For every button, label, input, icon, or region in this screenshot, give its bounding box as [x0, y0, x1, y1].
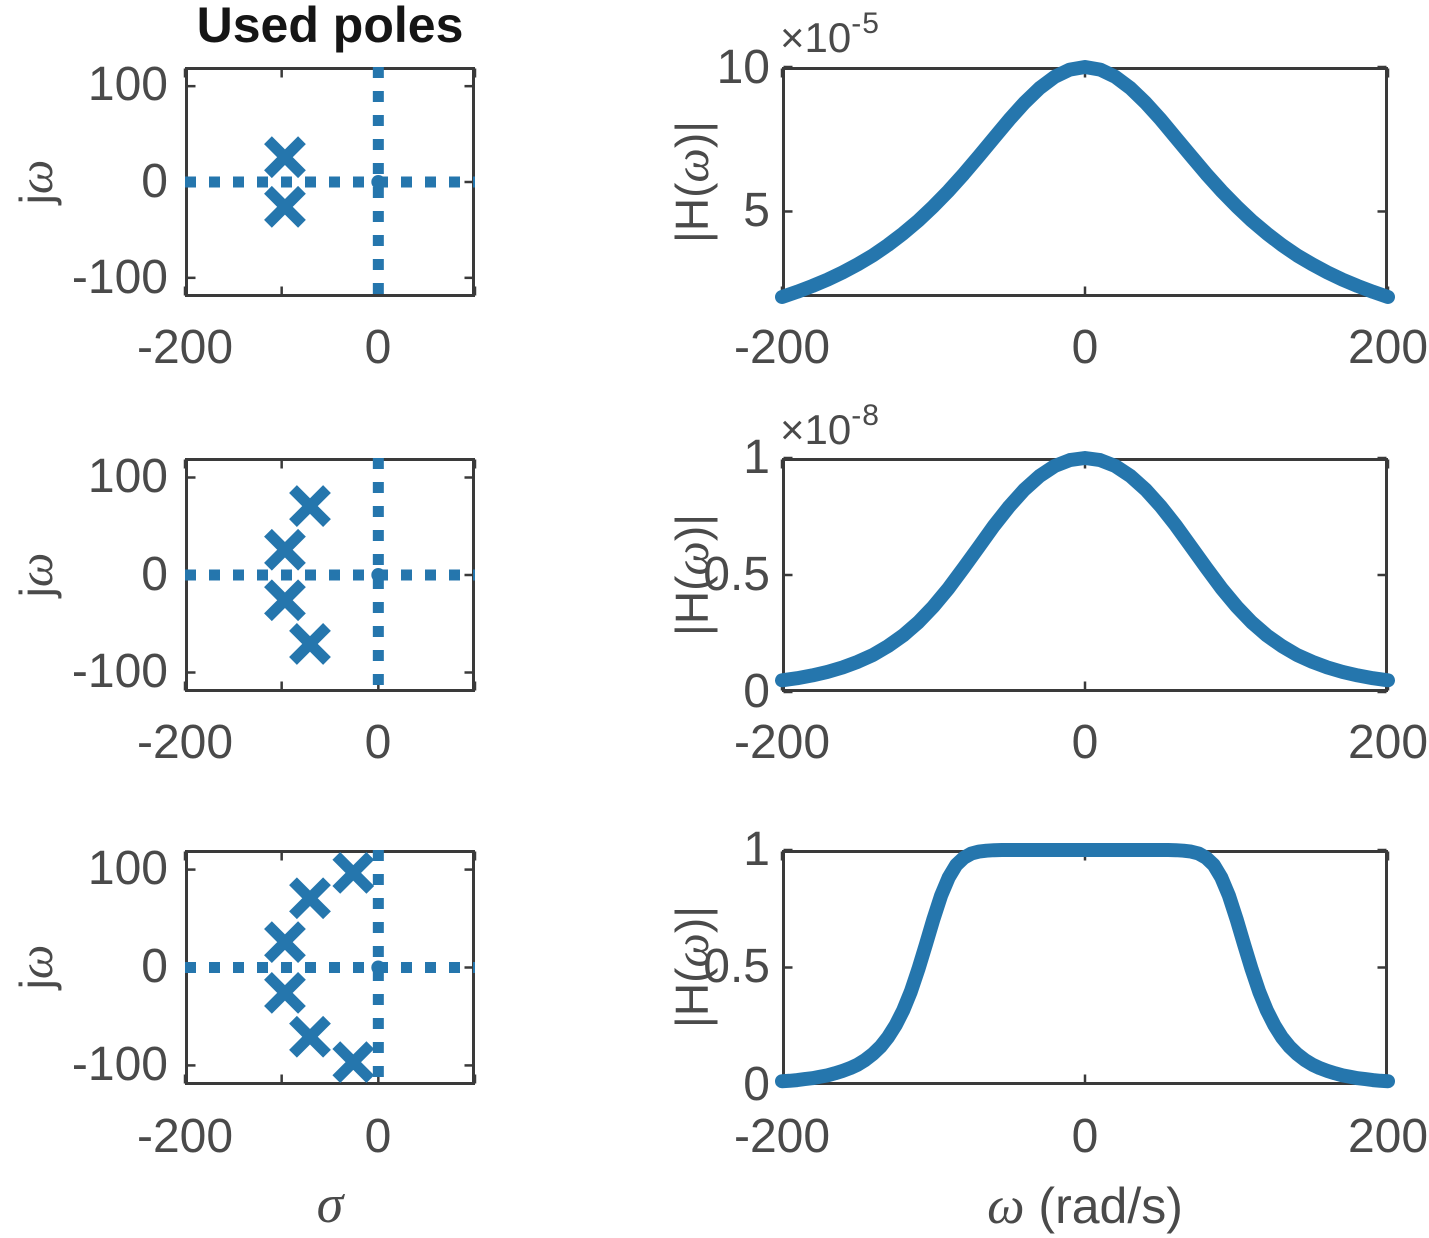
- xtick-label: 200: [1347, 1110, 1429, 1163]
- xlabel-omega: ω: [987, 1177, 1025, 1235]
- exponent-power: -5: [851, 7, 880, 40]
- ytick-label: 1: [743, 431, 770, 484]
- ytick-label: 100: [87, 842, 168, 895]
- figure-title: Used poles: [196, 0, 464, 53]
- ytick-label: 0: [141, 940, 168, 993]
- xtick-label: -200: [733, 321, 831, 374]
- ytick-label: -100: [71, 251, 168, 304]
- exponent-label-row2: ×10-8: [780, 392, 880, 458]
- xlabel-omega-rads: ω (rad/s): [885, 1174, 1285, 1238]
- ylabel-H-suffix: )|: [666, 905, 718, 934]
- ytick-label: 0: [141, 155, 168, 208]
- ytick-label: 5: [743, 184, 770, 237]
- pole-plot-row3: [183, 850, 477, 1085]
- ytick-label: 1: [743, 823, 770, 876]
- xtick-label: -200: [136, 1110, 234, 1163]
- xtick-label: 0: [1071, 716, 1099, 769]
- ytick-label: 0.5: [703, 940, 770, 993]
- xtick-label: 200: [1347, 321, 1429, 374]
- response-plot-row2: [775, 451, 1395, 694]
- response-plot-row1: [775, 60, 1395, 304]
- xtick-label: 0: [364, 1110, 392, 1163]
- xtick-label: -200: [136, 321, 234, 374]
- exponent-power: -8: [851, 399, 880, 432]
- ytick-label: 0: [141, 548, 168, 601]
- ytick-label: -100: [71, 1038, 168, 1091]
- ytick-label: 100: [87, 450, 168, 503]
- pole-plot-row2: [183, 458, 477, 692]
- ylabel-H-suffix: )|: [666, 120, 718, 149]
- exponent-base: ×10: [780, 406, 852, 453]
- xtick-label: -200: [733, 716, 831, 769]
- xtick-label: 0: [364, 321, 392, 374]
- ytick-label: 0: [743, 665, 770, 718]
- xlabel-units: (rad/s): [1024, 1178, 1183, 1234]
- response-plot-row3: [775, 843, 1395, 1089]
- exponent-label-row1: ×10-5: [780, 0, 880, 66]
- ytick-label: 100: [87, 58, 168, 111]
- ytick-label: 10: [716, 41, 770, 94]
- ylabel-H-suffix: )|: [666, 513, 718, 542]
- pole-plot-row1: [183, 67, 477, 297]
- ylabel-H-omega: ω: [665, 148, 719, 183]
- xtick-label: 0: [364, 716, 392, 769]
- ytick-label: -100: [71, 645, 168, 698]
- ytick-label: 0.5: [703, 548, 770, 601]
- xtick-label: 0: [1071, 321, 1099, 374]
- xtick-label: 0: [1071, 1110, 1099, 1163]
- ytick-label: 0: [743, 1058, 770, 1111]
- xtick-label: -200: [733, 1110, 831, 1163]
- xtick-label: -200: [136, 716, 234, 769]
- xlabel-sigma: σ: [316, 1174, 344, 1234]
- xtick-label: 200: [1347, 716, 1429, 769]
- exponent-base: ×10: [780, 14, 852, 61]
